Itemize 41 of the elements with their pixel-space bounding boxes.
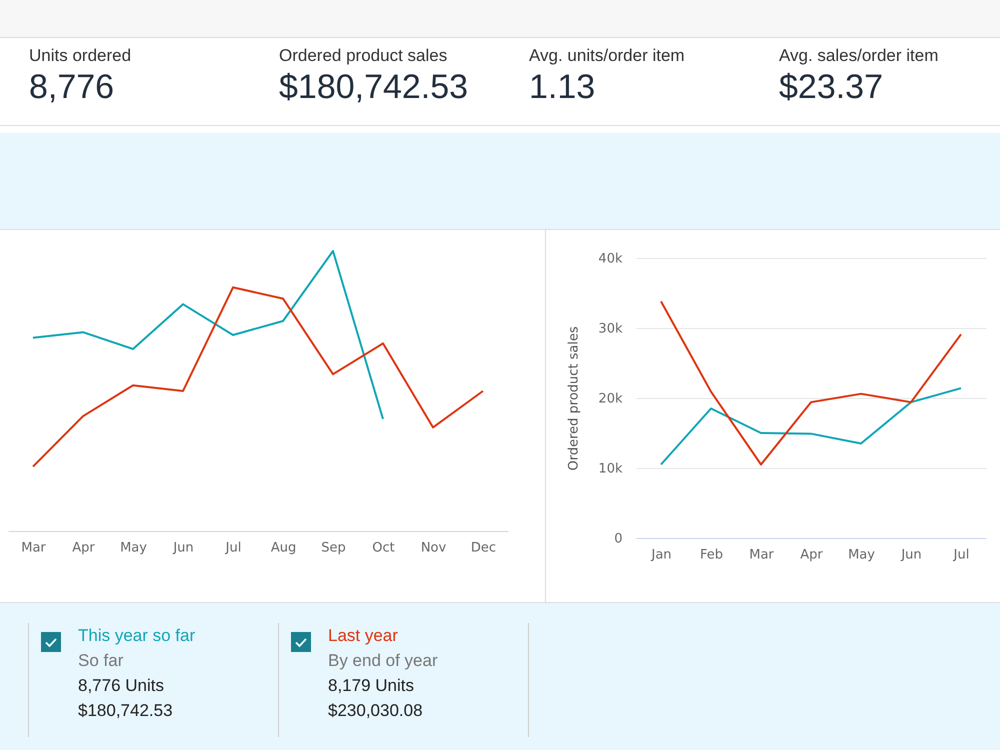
line-series — [660, 300, 962, 466]
text: Last year — [328, 625, 399, 647]
x-tick-label: Sep — [321, 540, 346, 556]
text: Ordered product sales — [279, 46, 448, 66]
y-tick-label: 40k — [598, 252, 623, 266]
text: $230,030.08 — [328, 700, 424, 722]
text: This year so far — [78, 625, 196, 647]
x-tick-label: Jul — [952, 548, 970, 562]
text: Avg. sales/order item — [779, 46, 938, 66]
text: By end of year — [328, 650, 439, 672]
x-tick-label: Mar — [21, 540, 46, 556]
line-series — [660, 387, 962, 466]
x-tick-label: May — [848, 548, 876, 562]
text: 8,776 — [29, 68, 116, 107]
x-tick-label: May — [120, 540, 148, 556]
x-tick-label: Oct — [372, 540, 395, 556]
x-tick-label: Apr — [72, 540, 96, 556]
x-tick-label: Jul — [224, 540, 242, 556]
y-tick-label: 10k — [598, 462, 623, 476]
text: Avg. units/order item — [529, 46, 685, 66]
text: 8,776 Units — [78, 675, 165, 697]
x-tick-label: Jun — [172, 540, 194, 556]
x-tick-label: Jun — [900, 548, 922, 562]
text: $180,742.53 — [279, 68, 468, 107]
y-tick-label: 0 — [614, 532, 622, 546]
x-tick-label: Feb — [700, 548, 724, 562]
x-tick-label: Jan — [650, 548, 672, 562]
text: Units ordered — [29, 46, 132, 66]
y-axis-title: Ordered product sales — [566, 326, 582, 471]
x-tick-label: Dec — [470, 540, 496, 556]
y-tick-label: 20k — [598, 392, 623, 406]
x-tick-label: Aug — [270, 540, 296, 556]
x-tick-label: Mar — [749, 548, 774, 562]
y-tick-label: 30k — [598, 322, 623, 336]
text: 8,179 Units — [328, 675, 415, 697]
x-tick-label: Nov — [420, 540, 446, 556]
x-tick-label: Apr — [800, 548, 824, 562]
text: So far — [78, 650, 124, 672]
text: 1.13 — [529, 68, 596, 107]
text: $180,742.53 — [78, 700, 174, 722]
text: $23.37 — [779, 68, 884, 107]
